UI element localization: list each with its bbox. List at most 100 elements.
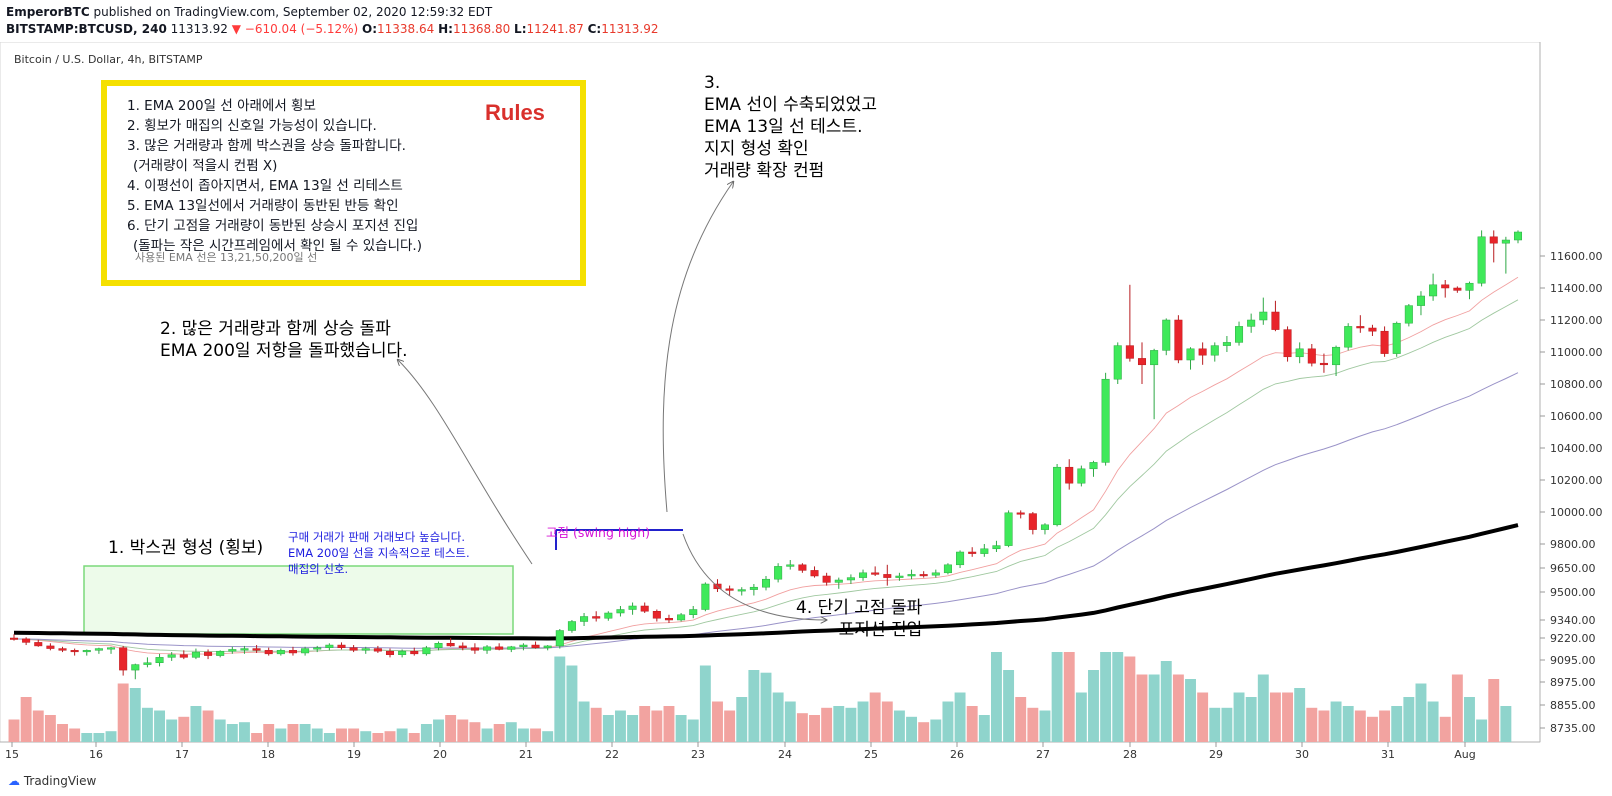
price-tick-label: 9800.00 — [1550, 538, 1596, 551]
price-tick-label: 10400.00 — [1550, 442, 1603, 455]
candle — [1137, 342, 1147, 384]
candle — [1101, 372, 1110, 466]
candle — [179, 650, 188, 660]
arrow-3 — [662, 182, 733, 513]
candle — [1477, 230, 1486, 287]
candle — [822, 572, 831, 586]
time-tick-label: 20 — [433, 748, 447, 761]
time-tick-label: 16 — [89, 748, 103, 761]
candle — [1174, 315, 1183, 364]
volume-bar — [105, 731, 117, 742]
time-tick-label: 28 — [1123, 748, 1137, 761]
candle — [652, 609, 661, 622]
annotation-4-line: 4. 단기 고점 돌파 — [796, 598, 923, 618]
candle — [1235, 321, 1244, 346]
volume-bar — [906, 716, 918, 742]
price-tick-label: 9095.00 — [1550, 654, 1596, 667]
price-tick-label: 11600.00 — [1550, 250, 1603, 263]
candle — [931, 569, 940, 578]
candle — [1380, 326, 1389, 357]
annotation-1-detail: 구매 거래가 판매 거래보다 높습니다. EMA 200일 선을 지속적으로 테… — [288, 529, 470, 577]
candle — [1429, 273, 1438, 301]
candle — [1416, 291, 1425, 316]
candle — [325, 643, 334, 651]
volume-bar — [1003, 670, 1015, 742]
volume-bar — [1257, 674, 1269, 742]
ema-13-line — [13, 276, 1519, 655]
volume-bar — [1342, 706, 1354, 742]
candle — [592, 611, 601, 622]
volume-bar — [1354, 710, 1366, 742]
candle — [94, 647, 103, 654]
annotation-2-line: EMA 200일 저항을 돌파했습니다. — [160, 341, 408, 361]
volume-bar — [8, 719, 20, 742]
candle — [264, 647, 273, 656]
volume-bar — [602, 715, 614, 742]
candle — [519, 643, 528, 651]
price-tick-label: 9340.00 — [1550, 614, 1596, 627]
candle — [119, 645, 128, 676]
volume-bar — [1112, 652, 1124, 742]
volume-bar — [1063, 652, 1075, 742]
volume-bar — [1269, 692, 1281, 742]
volume-bar — [1427, 701, 1439, 742]
volume-bar — [93, 733, 105, 742]
ema-21-line — [13, 299, 1519, 653]
volume-bar — [954, 692, 966, 742]
candle — [191, 648, 200, 660]
last-price: 11313.92 — [170, 22, 228, 36]
annotation-1: 1. 박스권 형성 (횡보) — [108, 538, 264, 558]
price-tick-label: 11000.00 — [1550, 346, 1603, 359]
candle — [580, 613, 589, 626]
candle — [252, 645, 261, 653]
candle — [82, 649, 91, 656]
candle — [1392, 321, 1401, 357]
candle — [1210, 342, 1219, 362]
candle — [1489, 230, 1498, 263]
rule-item: 1. EMA 200일 선 아래에서 횡보 — [127, 98, 316, 114]
volume-bar — [202, 710, 214, 742]
price-tick-label: 10600.00 — [1550, 410, 1603, 423]
candle — [143, 657, 152, 668]
open-value: 11338.64 — [377, 22, 435, 36]
annotation-3: 3. EMA 선이 수축되었었고 EMA 13일 선 테스트. 지지 형성 확인… — [704, 72, 877, 182]
volume-bar — [590, 707, 602, 742]
price-change: −610.04 (−5.12%) — [244, 22, 359, 36]
volume-bar — [542, 731, 554, 742]
candle — [1222, 336, 1231, 352]
candle — [1368, 324, 1377, 336]
candle — [749, 584, 758, 596]
price-tick-label: 9500.00 — [1550, 586, 1596, 599]
candle — [228, 646, 237, 654]
volume-bar — [978, 715, 990, 742]
volume-bar — [433, 719, 444, 742]
candle — [1053, 464, 1062, 527]
low-label: L: — [514, 22, 527, 36]
annotation-4-line: 포지션 진입 — [838, 620, 923, 640]
rules-list: 1. EMA 200일 선 아래에서 횡보 2. 횡보가 매집의 신호일 가능성… — [127, 96, 422, 256]
close-value: 11313.92 — [601, 22, 659, 36]
candle — [240, 645, 249, 654]
candle — [1198, 342, 1207, 365]
candle — [1016, 510, 1025, 519]
volume-bar — [32, 710, 44, 742]
volume-bar — [178, 716, 190, 742]
candle — [640, 602, 649, 613]
rule-item: 2. 횡보가 매집의 신호일 가능성이 있습니다. — [127, 118, 377, 134]
candle — [895, 572, 904, 581]
volume-bar — [360, 731, 372, 742]
rules-note: 사용된 EMA 선은 13,21,50,200일 선 — [135, 251, 318, 264]
author: EmperorBTC — [6, 5, 90, 19]
volume-bar — [724, 710, 736, 742]
candle — [1501, 236, 1510, 274]
candle — [1004, 510, 1013, 548]
volume-bar — [1051, 652, 1063, 742]
volume-bar — [1075, 692, 1087, 742]
volume-bar — [990, 652, 1002, 742]
volume-bar — [881, 701, 893, 742]
tradingview-logo[interactable]: ☁ TradingView — [8, 774, 96, 788]
candle — [1247, 313, 1256, 333]
time-tick-label: 15 — [5, 748, 19, 761]
candle — [992, 540, 1001, 552]
candle — [483, 645, 492, 654]
